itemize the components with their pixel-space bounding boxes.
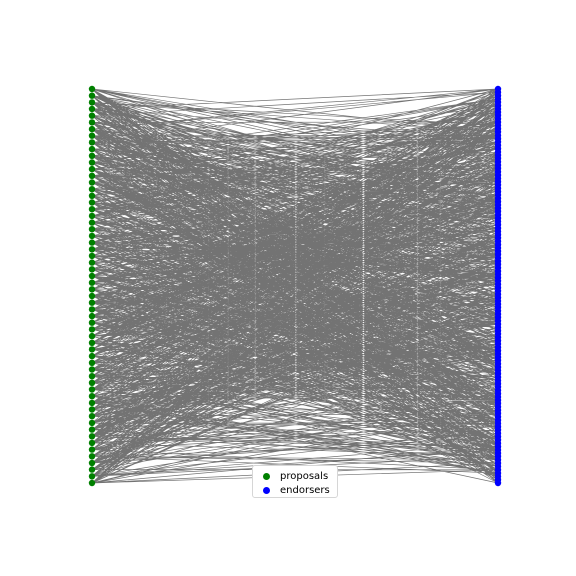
endorser-node xyxy=(494,479,502,487)
proposal-node xyxy=(88,119,96,126)
proposal-node xyxy=(88,206,96,213)
proposal-node xyxy=(88,373,96,380)
legend-entry-endorsers: endorsers xyxy=(259,483,331,497)
proposal-node xyxy=(88,326,96,333)
proposals-marker xyxy=(263,472,270,480)
proposal-node xyxy=(88,266,96,273)
proposal-node xyxy=(88,199,96,206)
proposal-node xyxy=(88,112,96,119)
proposal-node xyxy=(88,272,96,280)
proposal-node xyxy=(88,346,96,353)
proposal-node xyxy=(88,172,96,179)
proposal-node xyxy=(88,85,96,93)
proposal-node xyxy=(88,413,96,420)
proposal-node xyxy=(88,212,96,220)
proposal-node xyxy=(88,299,96,306)
proposal-node xyxy=(88,359,96,366)
proposal-node xyxy=(88,306,96,313)
edges-layer xyxy=(91,88,499,484)
proposal-node xyxy=(88,393,96,400)
proposal-node xyxy=(88,139,96,146)
proposal-node xyxy=(88,99,96,106)
proposal-node xyxy=(88,459,96,467)
proposal-node xyxy=(88,473,96,480)
proposal-node xyxy=(88,339,96,346)
proposal-node xyxy=(88,426,96,433)
legend-entry-proposals: proposals xyxy=(259,469,331,483)
proposal-node xyxy=(88,406,96,413)
proposal-nodes xyxy=(88,85,96,487)
proposal-node xyxy=(88,419,96,427)
proposal-node xyxy=(88,125,96,133)
proposal-node xyxy=(88,232,96,240)
proposal-node xyxy=(88,312,96,320)
proposal-node xyxy=(88,239,96,246)
proposal-node xyxy=(88,186,96,193)
proposal-node xyxy=(88,479,96,487)
endorsers-marker xyxy=(263,486,270,494)
proposal-node xyxy=(88,92,96,99)
proposal-node xyxy=(88,246,96,253)
proposal-node xyxy=(88,332,96,340)
proposal-node xyxy=(88,439,96,447)
legend-label-proposals: proposals xyxy=(280,470,329,482)
proposal-node xyxy=(88,466,96,473)
proposal-node xyxy=(88,379,96,386)
legend: proposals endorsers xyxy=(252,465,338,498)
proposal-node xyxy=(88,152,96,159)
proposal-node xyxy=(88,433,96,440)
proposal-node xyxy=(88,352,96,360)
proposal-node xyxy=(88,386,96,393)
proposal-node xyxy=(88,105,96,113)
proposal-node xyxy=(88,366,96,373)
proposal-node xyxy=(88,219,96,226)
proposal-node xyxy=(88,286,96,293)
endorser-nodes xyxy=(494,85,502,487)
proposal-node xyxy=(88,292,96,300)
edge-lines xyxy=(91,88,499,484)
proposal-node xyxy=(88,279,96,286)
proposal-node xyxy=(88,145,96,153)
proposal-node xyxy=(88,226,96,233)
proposal-node xyxy=(88,399,96,407)
proposal-node xyxy=(88,132,96,139)
proposal-node xyxy=(88,446,96,453)
proposal-node xyxy=(88,252,96,260)
proposal-node xyxy=(88,192,96,199)
proposal-node xyxy=(88,159,96,166)
proposal-node xyxy=(88,319,96,326)
proposal-node xyxy=(88,165,96,173)
legend-label-endorsers: endorsers xyxy=(280,484,330,496)
proposal-node xyxy=(88,259,96,266)
proposal-node xyxy=(88,179,96,186)
proposal-node xyxy=(88,453,96,460)
